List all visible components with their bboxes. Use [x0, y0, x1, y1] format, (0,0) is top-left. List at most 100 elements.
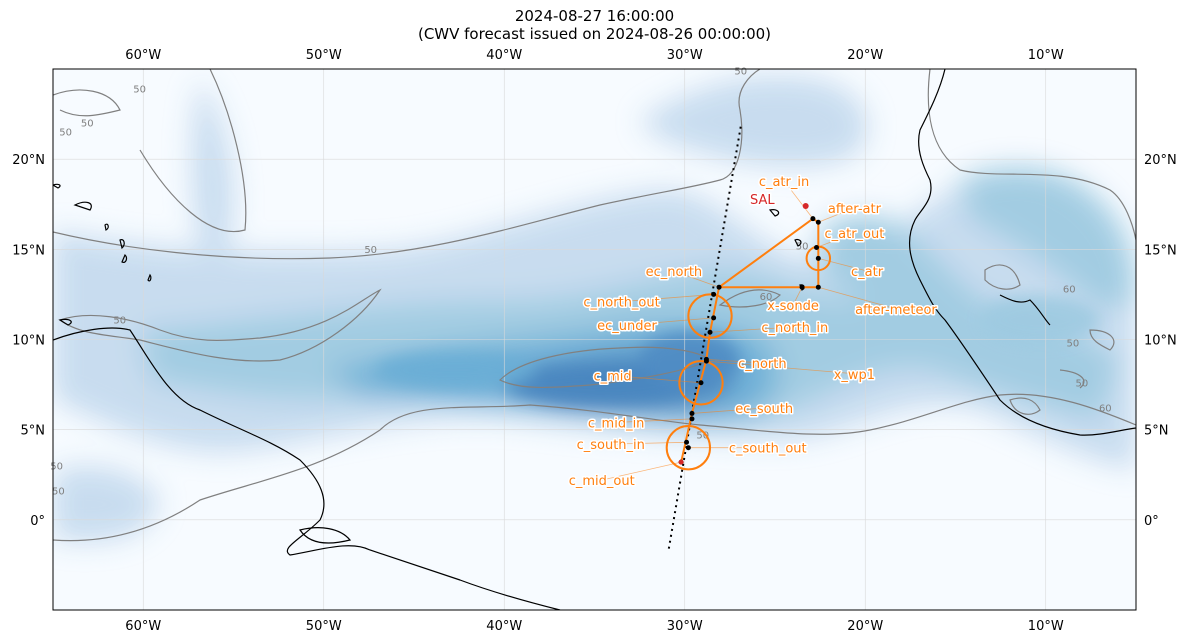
contour-50-nw-corner: [53, 89, 121, 117]
contour-50-north: [53, 69, 761, 260]
tick-label-lon-bottom: 30°W: [667, 619, 703, 634]
waypoint-label-c_atr: c_atr: [851, 265, 884, 280]
contour-label: 50: [50, 461, 63, 472]
contour-label: 60: [1099, 404, 1112, 415]
leader-c_mid_in: [616, 418, 692, 423]
coastline-south-america: [53, 327, 561, 610]
waypoint-label-c_mid: c_mid: [593, 370, 631, 385]
tick-label-lon-bottom: 20°W: [847, 619, 883, 634]
leader-x_wp1: [706, 360, 855, 375]
contour-label: 50: [364, 245, 377, 256]
contour-50-south: [53, 393, 1136, 542]
contour-50-coast2: [1059, 369, 1085, 389]
waypoint-label-c_south_in: c_south_in: [577, 438, 645, 453]
leader-ec_south: [691, 407, 765, 414]
waypoint-label-c_mid_in: c_mid_in: [588, 416, 645, 431]
tick-label-lat-right: 5°N: [1144, 424, 1169, 439]
island-cv-1: [768, 209, 780, 217]
tick-label-lon-bottom: 40°W: [486, 619, 522, 634]
island-6: [147, 273, 152, 282]
waypoint-ec_under: [711, 315, 717, 321]
contour-label: 50: [59, 128, 72, 139]
contour-label: 50: [796, 241, 809, 252]
waypoint-label-ec_under: ec_under: [597, 319, 657, 334]
leader-after-meteor: [818, 286, 897, 310]
contour-label: 50: [52, 487, 65, 498]
waypoint-label-c_mid_out: c_mid_out: [569, 474, 635, 489]
label-leaders: [601, 180, 897, 481]
tick-label-lon-bottom: 10°W: [1028, 619, 1064, 634]
figure-title-line1: 2024-08-27 16:00:00: [514, 7, 675, 25]
sal-marker: [802, 203, 809, 210]
contour-60-southeast: [1009, 397, 1041, 415]
waypoint-label-c_atr_out: c_atr_out: [824, 227, 884, 242]
leader-c_mid_out: [601, 461, 682, 481]
leader-c_atr_out: [816, 232, 855, 248]
coastline-africa: [909, 69, 1136, 436]
end-marker: [678, 459, 684, 465]
tick-label-lat-left: 15°N: [12, 243, 45, 258]
waypoint-label-ec_north: ec_north: [646, 265, 703, 280]
tick-label-lat-right: 0°: [1144, 514, 1159, 529]
waypoint-c_north_in: [707, 329, 713, 335]
waypoint-labels: c_atr_in after-atr c_atr_out c_atr after-met…: [567, 173, 939, 490]
plot-frame: [52, 68, 1137, 611]
leader-ec_under: [626, 317, 714, 326]
waypoint-label-x_wp1: x_wp1: [834, 368, 875, 383]
tick-label-lon-top: 60°W: [125, 48, 161, 63]
cwv-contours: [53, 69, 1136, 542]
contour-label: 50: [113, 315, 126, 326]
island-1: [53, 183, 61, 189]
island-5: [121, 253, 128, 263]
waypoint-label-c_north_in: c_north_in: [761, 321, 828, 336]
contour-label: 50: [133, 84, 146, 95]
figure-title-line2: (CWV forecast issued on 2024-08-26 00:00…: [417, 25, 772, 43]
leader-x-sonde: [792, 287, 803, 306]
waypoint-markers: [678, 216, 821, 465]
tick-label-lon-bottom: 60°W: [125, 619, 161, 634]
contour-50-west: [58, 288, 382, 362]
waypoint-c_mid: [698, 380, 704, 386]
island-7: [58, 318, 72, 326]
island-cv-2: [794, 238, 802, 247]
waypoint-label-c_south_out: c_south_out: [729, 442, 807, 457]
waypoint-label-after-meteor: after-meteor: [855, 303, 937, 318]
leader-c_atr_in: [783, 180, 814, 219]
island-2: [73, 201, 92, 211]
mid-circle: [678, 360, 724, 406]
leader-c_atr: [818, 257, 868, 272]
leader-c_north: [706, 358, 763, 364]
tick-label-lat-left: 10°N: [12, 334, 45, 349]
waypoint-x_wp1: [703, 358, 709, 364]
leader-c_mid: [612, 375, 702, 384]
contour-label: 50: [81, 119, 94, 130]
contour-label: 50: [1075, 378, 1088, 389]
waypoint-c_atr: [815, 255, 821, 261]
leader-c_north_in: [709, 326, 795, 333]
coastline-guinea: [999, 294, 1051, 326]
waypoint-after-atr: [815, 219, 821, 225]
tick-label-lon-top: 20°W: [847, 48, 883, 63]
contour-50-coast: [1089, 329, 1115, 351]
tick-label-lon-top: 30°W: [667, 48, 703, 63]
island-3: [104, 223, 109, 231]
waypoint-ec_south: [689, 410, 695, 416]
tick-label-lat-right: 20°N: [1144, 153, 1177, 168]
contour-label: 50: [734, 66, 747, 77]
contour-60-north: [718, 289, 782, 308]
tick-label-lon-top: 40°W: [486, 48, 522, 63]
coastlines: [53, 69, 1136, 610]
waypoint-label-c_atr_in: c_atr_in: [759, 175, 809, 190]
waypoint-label-c_north: c_north: [738, 357, 787, 372]
contour-label: 60: [760, 292, 773, 303]
tick-label-lat-right: 10°N: [1144, 334, 1177, 349]
waypoint-label-x-sonde: x-sonde: [767, 299, 819, 314]
tick-label-lon-top: 10°W: [1028, 48, 1064, 63]
leader-ec_north: [673, 270, 720, 288]
leader-c_north_out: [621, 294, 714, 303]
sal-label: SAL: [750, 193, 775, 208]
waypoint-ec_north: [716, 284, 722, 290]
tick-label-lon-top: 50°W: [306, 48, 342, 63]
